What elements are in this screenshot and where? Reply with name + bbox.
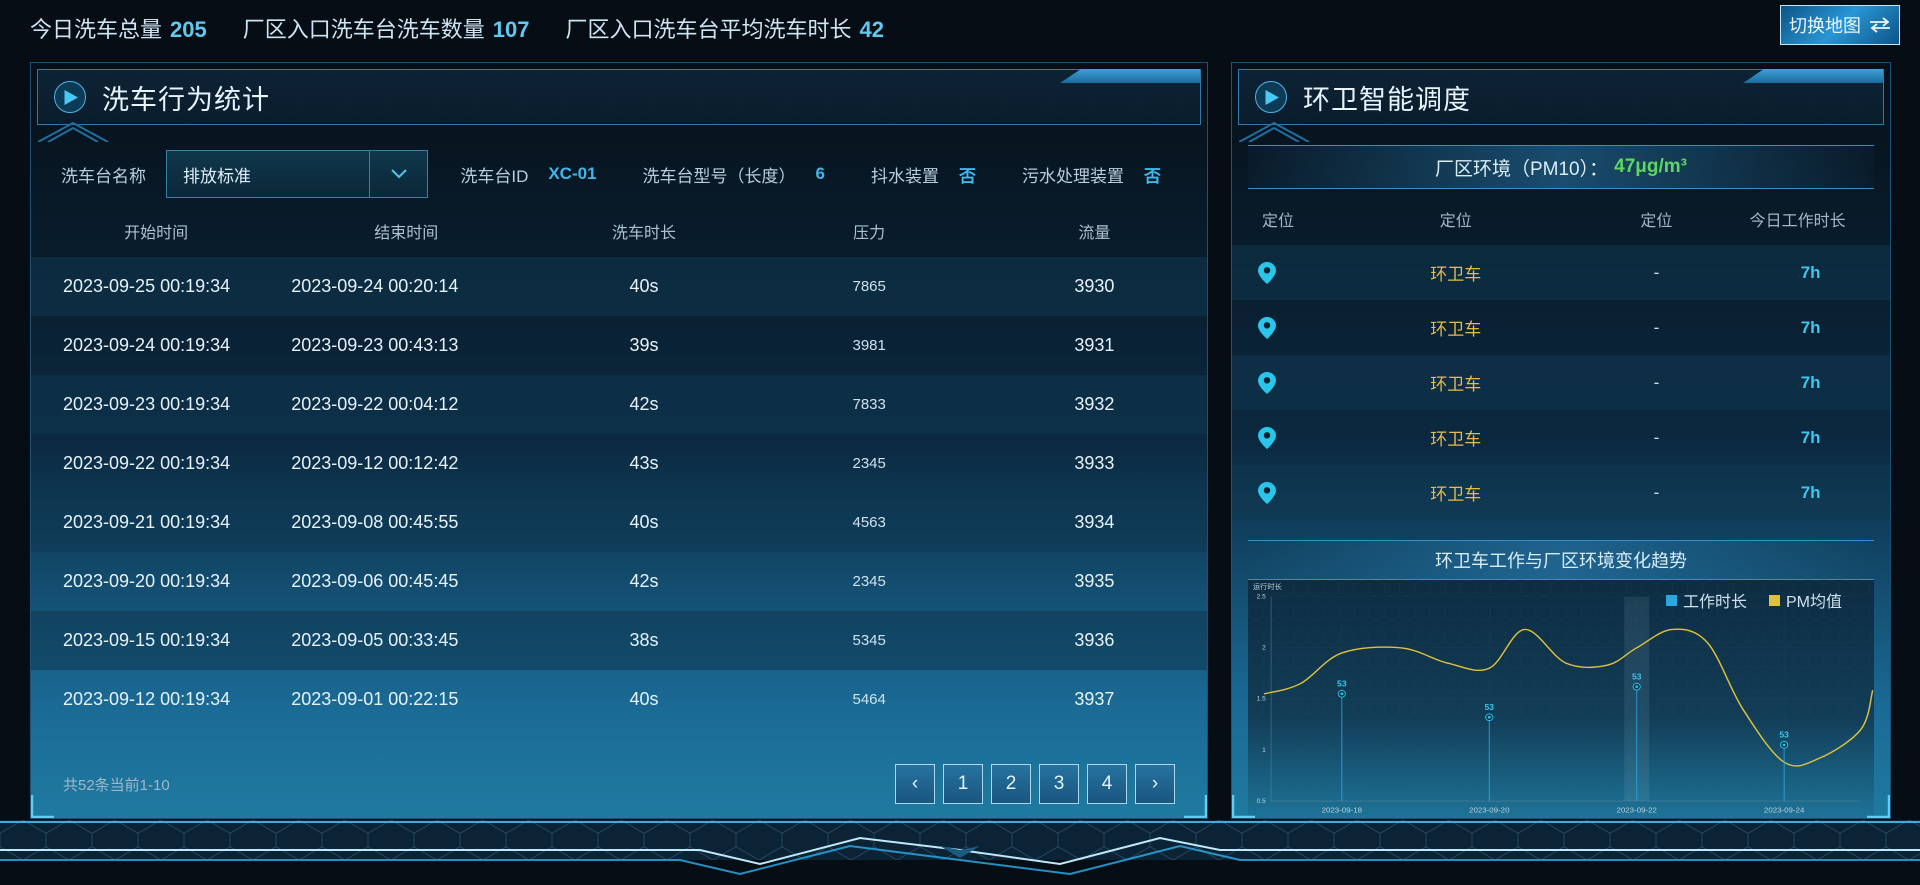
svg-text:1: 1 bbox=[1262, 747, 1266, 754]
svg-text:2023-09-20: 2023-09-20 bbox=[1469, 806, 1509, 815]
svg-text:1.5: 1.5 bbox=[1257, 696, 1267, 703]
svg-text:53: 53 bbox=[1337, 680, 1347, 689]
svg-text:2023-09-18: 2023-09-18 bbox=[1322, 806, 1362, 815]
svg-text:53: 53 bbox=[1632, 673, 1642, 682]
svg-text:2.5: 2.5 bbox=[1257, 594, 1267, 601]
svg-text:53: 53 bbox=[1485, 703, 1495, 712]
svg-text:2023-09-24: 2023-09-24 bbox=[1764, 806, 1805, 815]
svg-text:2: 2 bbox=[1262, 645, 1266, 652]
svg-text:53: 53 bbox=[1779, 731, 1789, 740]
svg-text:2023-09-22: 2023-09-22 bbox=[1617, 806, 1657, 815]
